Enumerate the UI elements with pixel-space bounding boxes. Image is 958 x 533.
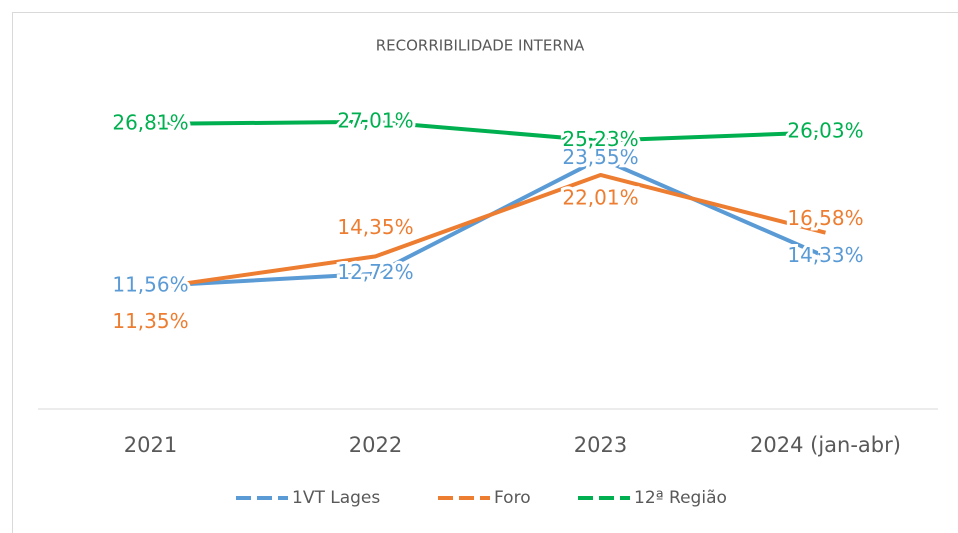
legend-label: Foro xyxy=(494,488,531,508)
data-label: 11,56% xyxy=(112,273,188,297)
chart-title: RECORRIBILIDADE INTERNA xyxy=(376,37,585,55)
x-tick-label: 2022 xyxy=(349,433,402,457)
data-label: 27,01% xyxy=(337,108,413,132)
legend-label: 1VT Lages xyxy=(292,488,380,508)
series-line xyxy=(150,156,827,289)
x-tick-label: 2024 (jan-abr) xyxy=(750,433,901,457)
data-label: 14,33% xyxy=(787,243,863,267)
data-label: 26,81% xyxy=(112,110,188,134)
series-line xyxy=(150,172,826,291)
data-label: 23,55% xyxy=(562,145,638,169)
data-label: 12,72% xyxy=(337,260,413,284)
chart-border xyxy=(12,12,958,533)
data-label: 22,01% xyxy=(562,185,638,209)
series-line xyxy=(150,119,826,143)
data-label: 26,03% xyxy=(787,119,863,143)
data-label: 14,35% xyxy=(337,215,413,239)
x-tick-label: 2023 xyxy=(574,433,627,457)
data-label: 11,35% xyxy=(112,309,188,333)
x-tick-label: 2021 xyxy=(124,433,177,457)
data-label: 25,23% xyxy=(562,127,638,151)
data-label: 16,58% xyxy=(787,206,863,230)
legend-label: 12ª Região xyxy=(634,488,727,508)
